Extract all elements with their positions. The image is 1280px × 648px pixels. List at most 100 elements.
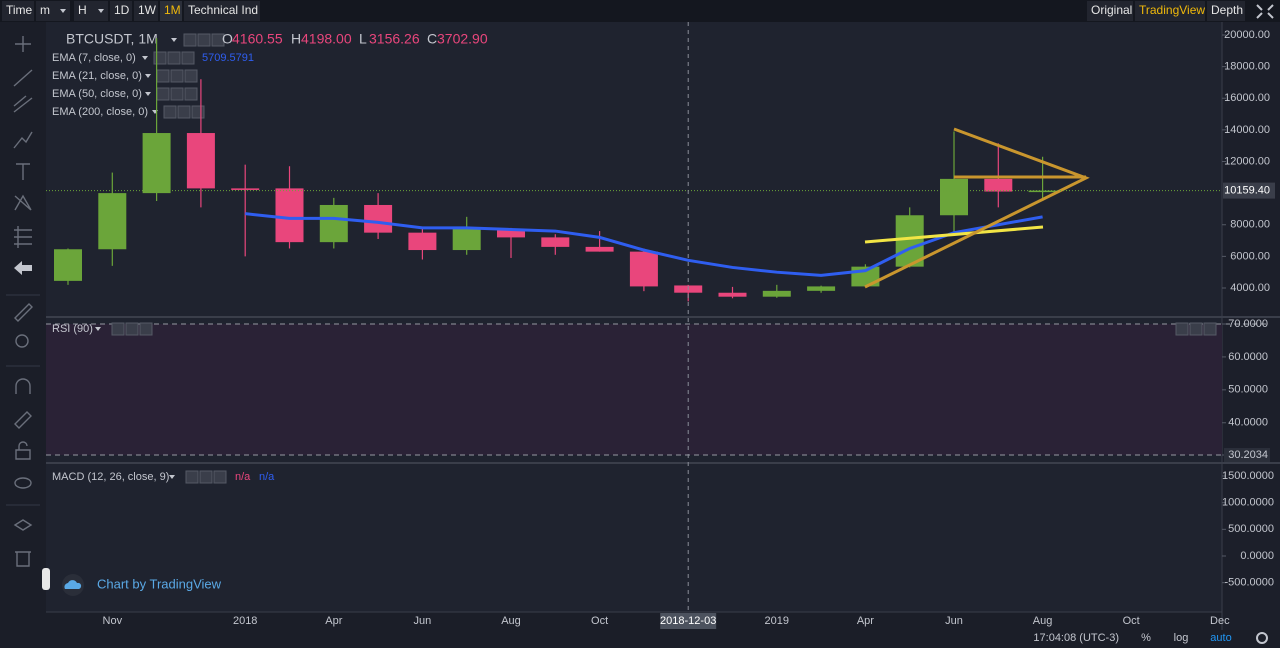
rsi-tick-label: 40.0000 <box>1228 417 1268 429</box>
time-label: Jun <box>945 615 963 627</box>
ohlc-value: 3156.26 <box>369 31 420 47</box>
price-tick-label: 16000.00 <box>1224 92 1270 104</box>
scale-button[interactable]: log <box>1174 632 1189 644</box>
legend-icon[interactable] <box>167 51 181 65</box>
dropdown-arrow[interactable] <box>142 56 148 60</box>
brush-tool[interactable] <box>13 131 33 149</box>
scale-button[interactable]: auto <box>1210 632 1231 644</box>
toolbar-label[interactable]: 1M <box>164 3 181 17</box>
legend-icon[interactable] <box>153 51 167 65</box>
toolbar-button[interactable] <box>1207 1 1245 21</box>
legend-icon[interactable] <box>181 51 195 65</box>
price-tick-label: 20000.00 <box>1224 29 1270 41</box>
toolbar-button[interactable] <box>134 1 158 21</box>
legend-icon[interactable] <box>1203 322 1217 336</box>
toolbar-label[interactable]: Depth <box>1211 3 1243 17</box>
lock-tool[interactable] <box>15 441 31 460</box>
settings-button[interactable] <box>1256 632 1268 644</box>
legend-icon[interactable] <box>170 69 184 83</box>
candle-body <box>1028 190 1057 193</box>
legend-icon[interactable] <box>211 33 225 47</box>
toolbar-label[interactable]: Time <box>6 3 33 17</box>
hide-tool[interactable] <box>14 477 32 489</box>
toolbar-label[interactable]: 1D <box>114 3 130 17</box>
ohlc-name: H <box>291 31 301 47</box>
legend-icon[interactable] <box>177 105 191 119</box>
scale-button[interactable]: % <box>1141 632 1151 644</box>
legend-icon[interactable] <box>191 105 205 119</box>
toolbar-button[interactable] <box>2 1 34 21</box>
candle-body <box>762 290 791 297</box>
last-price-box <box>1223 182 1275 199</box>
indicator-label: EMA (7, close, 0) <box>52 52 136 64</box>
back-tool[interactable] <box>14 261 32 275</box>
toolbar-button[interactable] <box>74 1 108 21</box>
legend-icon[interactable] <box>156 69 170 83</box>
toolbar-label[interactable]: Original <box>1091 3 1132 17</box>
legend-icon[interactable] <box>125 322 139 336</box>
sidebar-handle[interactable] <box>42 568 50 590</box>
toolbar-button[interactable] <box>160 1 182 21</box>
legend-icon[interactable] <box>163 105 177 119</box>
ohlc-value: 4160.55 <box>232 31 283 47</box>
dropdown-arrow[interactable] <box>98 9 104 13</box>
toolbar-label[interactable]: H <box>78 3 87 17</box>
legend-icon[interactable] <box>156 87 170 101</box>
legend-icon[interactable] <box>199 470 213 484</box>
fib-tool[interactable] <box>13 95 33 113</box>
rsi-label: RSI (90) <box>52 323 93 335</box>
candle-body <box>585 246 614 252</box>
toolbar-label[interactable]: m <box>40 3 50 17</box>
legend-icon[interactable] <box>1189 322 1203 336</box>
candle-body <box>408 232 437 251</box>
legend-icon[interactable] <box>185 470 199 484</box>
fullscreen-button[interactable] <box>1256 4 1274 19</box>
zoom-tool[interactable] <box>15 334 29 348</box>
rsi-value-box <box>1224 448 1270 463</box>
magnet-tool[interactable] <box>15 378 31 394</box>
toolbar-label[interactable]: TradingView <box>1139 3 1205 17</box>
text-tool[interactable] <box>16 163 30 180</box>
crosshair-tool[interactable] <box>15 36 31 52</box>
delete-tool[interactable] <box>15 551 31 567</box>
candle-body <box>497 228 525 238</box>
watermark[interactable]: Chart by TradingView <box>97 576 222 591</box>
time-label: Apr <box>325 615 342 627</box>
crosshair-box <box>660 613 717 629</box>
dropdown-arrow[interactable] <box>145 74 151 78</box>
toolbar-label[interactable]: Technical Ind <box>188 3 258 17</box>
drawn-line <box>864 225 1044 244</box>
prediction-tool[interactable] <box>14 226 32 248</box>
legend-icon[interactable] <box>184 87 198 101</box>
layers-tool[interactable] <box>13 519 33 531</box>
legend-icon[interactable] <box>139 322 153 336</box>
candle-body <box>364 204 393 233</box>
dropdown-arrow[interactable] <box>171 38 177 42</box>
macd-tick-label: 1500.0000 <box>1222 470 1274 482</box>
legend-icon[interactable] <box>1175 322 1189 336</box>
toolbar-button[interactable] <box>110 1 132 21</box>
dropdown-arrow[interactable] <box>145 92 151 96</box>
candle-body <box>142 133 171 194</box>
price-tick-label: 4000.00 <box>1230 282 1270 294</box>
dropdown-arrow[interactable] <box>60 9 66 13</box>
legend-icon[interactable] <box>197 33 211 47</box>
toolbar-button[interactable] <box>1087 1 1133 21</box>
legend-icon[interactable] <box>111 322 125 336</box>
toolbar-button[interactable] <box>1135 1 1205 21</box>
toolbar-label[interactable]: 1W <box>138 3 157 17</box>
toolbar-button[interactable] <box>184 1 260 21</box>
legend-icon[interactable] <box>184 69 198 83</box>
legend-icon[interactable] <box>170 87 184 101</box>
price-axis <box>1222 22 1280 630</box>
toolbar-button[interactable] <box>36 1 70 21</box>
measure-tool[interactable] <box>14 303 33 322</box>
dropdown-arrow[interactable] <box>169 475 175 479</box>
pattern-tool[interactable] <box>14 194 32 211</box>
stay-drawing-tool[interactable] <box>14 411 32 429</box>
trendline-tool[interactable] <box>13 69 33 87</box>
legend-icon[interactable] <box>213 470 227 484</box>
ohlc-value: 4198.00 <box>301 31 352 47</box>
legend-icon[interactable] <box>183 33 197 47</box>
dropdown-arrow[interactable] <box>95 327 101 331</box>
